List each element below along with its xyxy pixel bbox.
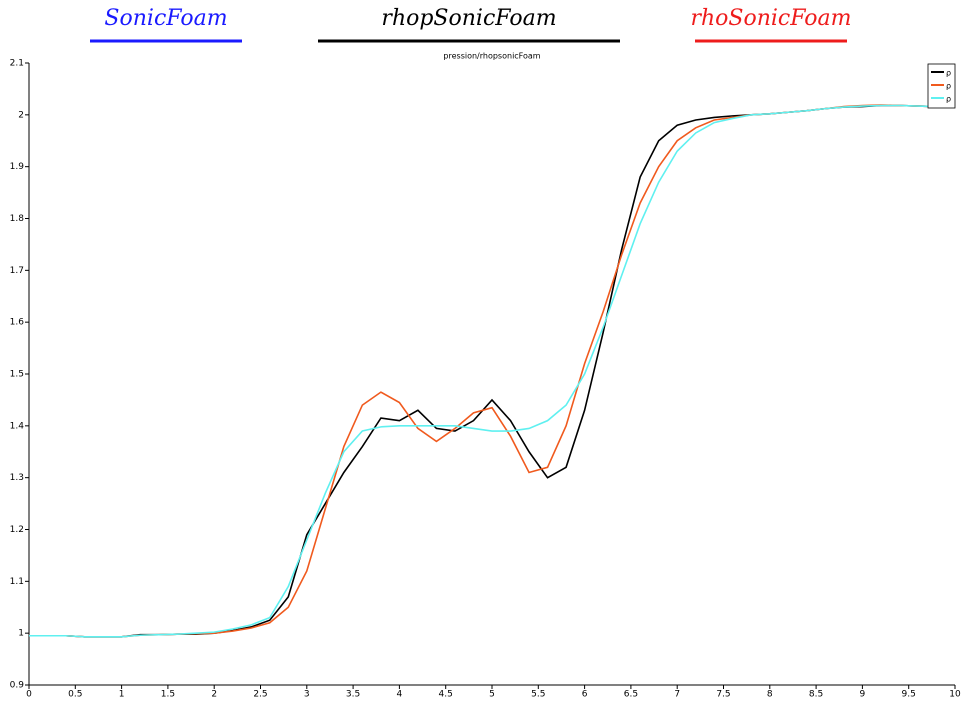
x-tick-label: 5 [489, 690, 495, 700]
legend-label: ρ [946, 69, 951, 78]
x-tick-label: 6 [582, 690, 588, 700]
y-tick-label: 1.1 [10, 577, 24, 587]
y-tick-label: 1.3 [10, 473, 24, 483]
y-tick-label: 1.7 [10, 266, 24, 276]
y-tick-label: 2 [18, 110, 24, 120]
y-tick-label: 1.5 [10, 370, 24, 380]
x-tick-label: 9.5 [902, 690, 916, 700]
series-line [29, 104, 955, 638]
x-tick-label: 9 [860, 690, 866, 700]
x-tick-label: 1.5 [161, 690, 175, 700]
x-tick-label: 7 [674, 690, 680, 700]
y-tick-label: 1.8 [10, 214, 25, 224]
y-tick-label: 1 [18, 629, 24, 639]
x-tick-label: 2 [211, 690, 217, 700]
series-line [29, 104, 955, 638]
x-tick-label: 7.5 [716, 690, 730, 700]
y-tick-label: 1.2 [10, 525, 24, 535]
x-tick-label: 4 [397, 690, 403, 700]
legend-label: ρ [946, 82, 951, 91]
y-tick-label: 2.1 [10, 59, 24, 69]
x-tick-label: 10 [949, 690, 961, 700]
x-tick-label: 4.5 [439, 690, 453, 700]
x-tick-label: 6.5 [624, 690, 638, 700]
x-tick-label: 8.5 [809, 690, 823, 700]
x-tick-label: 2.5 [253, 690, 267, 700]
y-tick-label: 0.9 [10, 681, 25, 691]
header-label: rhoSonicFoam [690, 6, 851, 31]
x-tick-label: 3.5 [346, 690, 360, 700]
header-label: SonicFoam [104, 6, 227, 31]
y-tick-label: 1.4 [10, 421, 25, 431]
x-tick-label: 8 [767, 690, 773, 700]
x-tick-label: 0.5 [68, 690, 82, 700]
header-label: rhopSonicFoam [381, 6, 556, 31]
x-tick-label: 0 [26, 690, 32, 700]
x-tick-label: 5.5 [531, 690, 545, 700]
chart-title: pression/rhopsonicFoam [443, 52, 540, 61]
x-tick-label: 1 [119, 690, 125, 700]
legend-label: ρ [946, 95, 951, 104]
y-tick-label: 1.6 [10, 318, 25, 328]
y-tick-label: 1.9 [10, 162, 25, 172]
x-tick-label: 3 [304, 690, 310, 700]
series-line [29, 104, 955, 638]
